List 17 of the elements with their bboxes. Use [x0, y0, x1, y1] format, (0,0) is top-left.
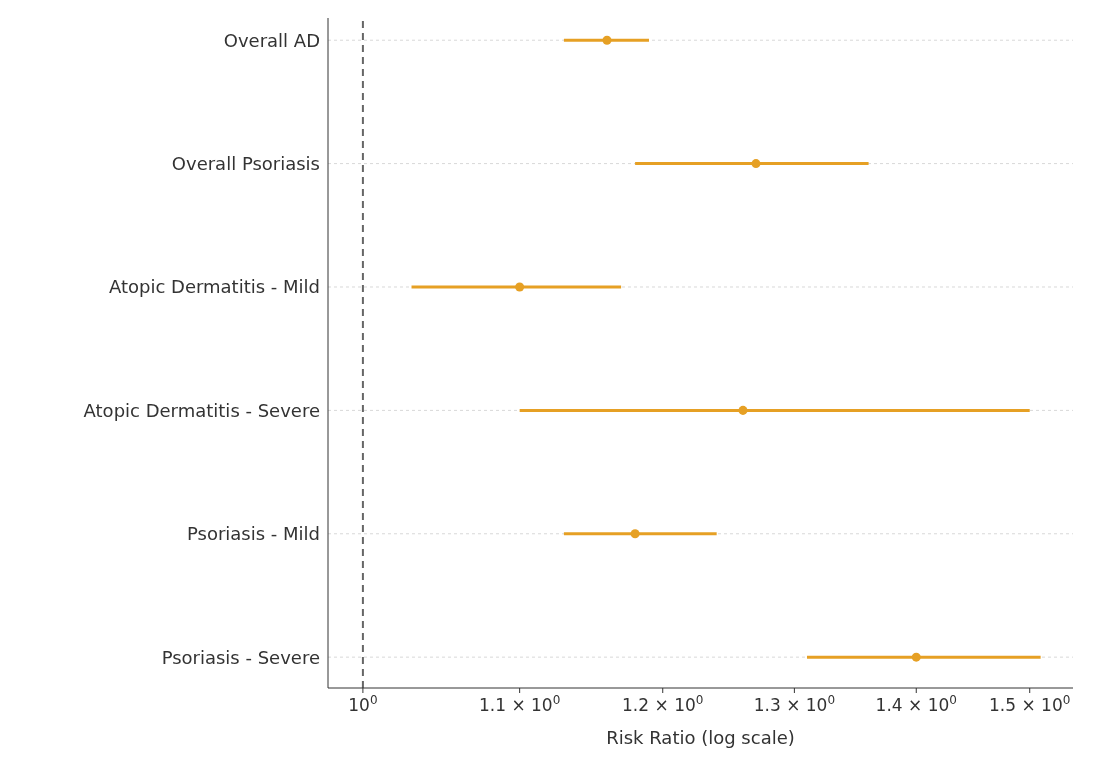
x-tick-label: 1.1 × 10$^{0}$ [478, 693, 561, 715]
point [751, 159, 761, 169]
x-axis-title: Risk Ratio (log scale) [606, 727, 795, 748]
y-tick-label: Overall AD [223, 29, 320, 51]
y-tick-label: Atopic Dermatitis - Mild [108, 276, 320, 298]
x-tick-label: 1.2 × 10$^{0}$ [622, 693, 704, 715]
point [602, 35, 612, 45]
point [630, 529, 640, 539]
x-tick-label: 1.4 × 10$^{0}$ [875, 693, 957, 715]
y-tick-label: Psoriasis - Severe [161, 646, 320, 668]
x-tick-label: 1.3 × 10$^{0}$ [753, 693, 836, 715]
x-tick-label: 1.5 × 10$^{0}$ [989, 693, 1071, 715]
y-tick-label: Psoriasis - Mild [186, 523, 320, 545]
y-tick-label: Overall Psoriasis [171, 152, 320, 174]
y-tick-label: Atopic Dermatitis - Severe [83, 399, 320, 421]
x-tick-label: 10$^{0}$ [348, 693, 378, 715]
point [738, 405, 748, 415]
